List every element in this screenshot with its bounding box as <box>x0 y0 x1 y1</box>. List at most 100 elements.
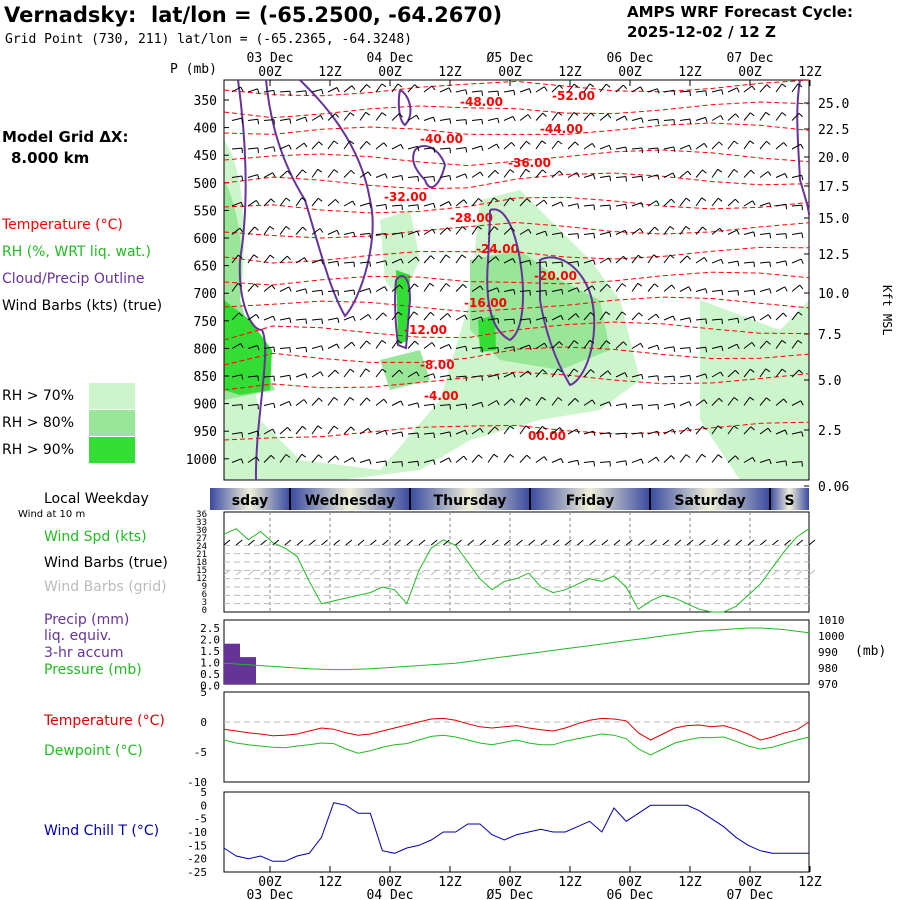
wind-barb-flag <box>432 116 436 122</box>
wind-barb-flag <box>253 254 259 259</box>
wind-barb <box>695 197 703 207</box>
wind-barb <box>743 289 754 292</box>
wind-barb-flag <box>317 425 323 430</box>
wind-barb <box>551 112 559 121</box>
wind-barb-flag <box>481 119 483 125</box>
wind-barb <box>695 288 706 292</box>
wind-barb-flag <box>543 199 548 205</box>
wind-barb-flag <box>656 345 660 351</box>
time-tick-label-bottom: 12Z <box>678 875 702 890</box>
wind-barb-flag <box>543 456 548 461</box>
wind-barb <box>583 285 593 292</box>
wind-barb <box>439 201 450 207</box>
wind-barb <box>615 203 626 207</box>
wind-barb <box>647 375 658 378</box>
wind-barb <box>743 261 755 264</box>
wind-barb-flag <box>254 283 259 288</box>
wind-barb <box>599 340 607 349</box>
wind-barb-grid <box>601 569 609 576</box>
wind-barb-flag <box>545 317 548 323</box>
wind-barb <box>375 173 386 178</box>
wind-barb-flag <box>272 428 276 434</box>
cloud-outline <box>393 275 412 350</box>
wind-barb <box>391 143 402 150</box>
wind-barb <box>359 397 367 406</box>
wind-barb-flag <box>574 141 579 146</box>
wind-barb <box>759 397 767 406</box>
wind-barb-flag <box>797 311 803 316</box>
wind-barb <box>343 426 352 435</box>
wind-barb <box>535 397 543 406</box>
wind-barb <box>455 314 465 321</box>
wind-barb-flag <box>656 200 660 206</box>
wind-barb <box>375 460 386 463</box>
pressure-tick-label: 850 <box>194 370 217 385</box>
wind-barb-flag <box>319 228 324 233</box>
pressure-tick-label-right: 1000 <box>818 630 845 643</box>
wind-barb-flag <box>705 288 708 294</box>
wind-barb <box>631 228 641 235</box>
wind-barb <box>775 429 786 435</box>
wind-barb-flag <box>384 286 388 292</box>
wind-barb-flag <box>397 339 403 344</box>
wind-barb-flag <box>385 204 388 210</box>
height-tick-label: 25.0 <box>818 97 849 112</box>
windchill-tick-label: -15 <box>187 839 207 852</box>
wind-barb-flag <box>446 227 452 232</box>
wind-barb <box>391 431 402 435</box>
legend-pressure: Pressure (mb) <box>44 662 142 678</box>
wind-barb-flag <box>718 397 723 403</box>
wind-barb-flag <box>689 317 692 323</box>
time-tick-label-bottom: 12Z <box>318 875 342 890</box>
wind-barb-flag <box>511 142 516 147</box>
wind-barb-flag <box>720 371 724 377</box>
wind-barb <box>583 204 594 207</box>
pressure-tick-label: 500 <box>194 177 217 192</box>
wind-barb-flag <box>670 455 675 460</box>
wind-barb-flag <box>305 288 308 294</box>
wind-barb <box>727 317 738 321</box>
wind-barb-true <box>296 539 304 546</box>
wind-barb <box>759 171 769 178</box>
wind-barb <box>343 85 353 93</box>
wind-barb-flag <box>653 254 659 259</box>
wind-barb-flag <box>689 118 692 124</box>
wind-barb-flag <box>240 343 244 349</box>
wind-barb <box>759 458 770 463</box>
wind-barb <box>663 284 672 292</box>
wind-barb <box>727 455 736 463</box>
wind-barb <box>743 342 753 349</box>
wind-barb-flag <box>685 197 691 202</box>
wind-barb <box>615 432 627 435</box>
wind-barb <box>359 202 370 207</box>
wind-barb-flag <box>573 83 579 88</box>
wind-barb-flag <box>702 426 707 430</box>
wind-barb <box>247 118 258 121</box>
temperature-contour-label: -44.00 <box>540 122 583 136</box>
wind-barb <box>711 115 721 121</box>
wind-barb <box>423 85 433 93</box>
wind-barb-flag <box>431 342 436 347</box>
wind-barb <box>567 368 575 378</box>
wind-barb-flag <box>511 398 516 403</box>
wind-barb-flag <box>334 369 340 375</box>
wind-barb-flag <box>481 316 484 322</box>
wind-barb <box>695 373 706 378</box>
wind-barb-true <box>503 539 511 546</box>
wind-barb-flag <box>767 427 772 433</box>
wind-barb <box>391 83 399 93</box>
wind-barb <box>407 145 418 150</box>
wind-barb <box>519 454 528 463</box>
wind-barb <box>663 254 671 264</box>
wind-barb-flag <box>385 460 388 467</box>
wind-barb-flag <box>478 255 483 260</box>
wind-barb <box>439 431 450 435</box>
wind-barb-grid <box>357 569 365 576</box>
wind-barb-flag <box>753 290 756 296</box>
wind-barb <box>359 313 369 321</box>
legend-wind: Wind Barbs (kts) (true) <box>2 298 163 314</box>
wind-barb-flag <box>785 204 788 210</box>
wind-barb <box>695 426 703 435</box>
legend-wind-speed: Wind Spd (kts) <box>44 529 147 545</box>
wind-barb-true <box>369 539 377 546</box>
